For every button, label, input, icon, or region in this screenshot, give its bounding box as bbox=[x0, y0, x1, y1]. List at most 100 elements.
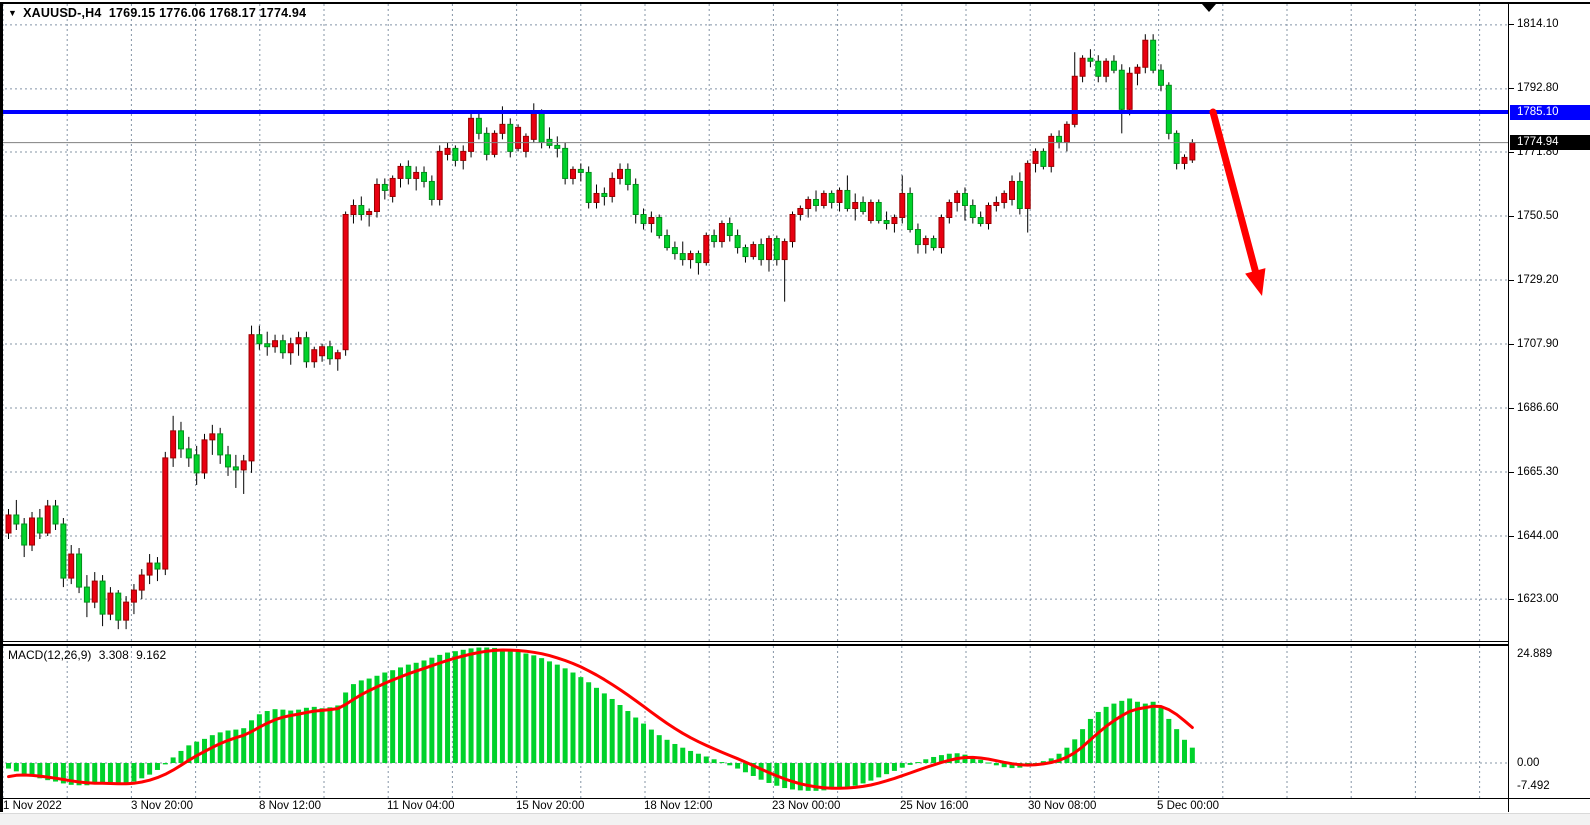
candlestick bbox=[107, 592, 114, 615]
panel-separator[interactable] bbox=[0, 641, 1508, 646]
candlestick bbox=[1009, 180, 1016, 200]
down-triangle-marker-icon[interactable] bbox=[1202, 4, 1216, 12]
candlestick bbox=[342, 213, 349, 351]
candlestick bbox=[115, 592, 122, 621]
candlestick bbox=[883, 220, 890, 225]
candlestick bbox=[530, 111, 537, 140]
macd-histogram-bar bbox=[303, 707, 309, 763]
macd-histogram-bar bbox=[1119, 700, 1125, 763]
macd-histogram-bar bbox=[672, 743, 678, 763]
price-axis-label: 1814.10 bbox=[1517, 18, 1559, 31]
macd-histogram-bar bbox=[1103, 706, 1109, 763]
macd-histogram-bar bbox=[594, 687, 599, 763]
resistance-price-badge: 1785.10 bbox=[1510, 104, 1590, 120]
candlestick bbox=[217, 433, 224, 456]
macd-histogram-bar bbox=[92, 763, 98, 785]
candlestick bbox=[162, 457, 169, 570]
macd-histogram-bar bbox=[45, 763, 51, 781]
trend-arrow-head[interactable] bbox=[1245, 268, 1266, 296]
candlestick bbox=[1165, 84, 1172, 134]
trend-arrow-shaft[interactable] bbox=[1209, 108, 1259, 275]
macd-histogram-bar bbox=[1127, 698, 1133, 763]
candlestick bbox=[99, 580, 106, 615]
candlestick bbox=[687, 253, 694, 261]
macd-histogram-bar bbox=[852, 763, 858, 786]
candlestick bbox=[1079, 57, 1086, 77]
macd-histogram-bar bbox=[280, 709, 286, 763]
macd-histogram-bar bbox=[860, 763, 866, 784]
candlestick bbox=[797, 207, 804, 215]
macd-histogram-bar bbox=[625, 711, 631, 763]
price-tick bbox=[1508, 471, 1514, 473]
candlestick bbox=[703, 235, 710, 264]
macd-histogram-bar bbox=[131, 763, 137, 782]
macd-histogram-bar bbox=[970, 756, 976, 763]
candlestick bbox=[632, 183, 639, 215]
candlestick bbox=[1001, 192, 1008, 203]
candlestick bbox=[201, 439, 208, 474]
macd-histogram-bar bbox=[452, 651, 458, 763]
price-chart-canvas[interactable] bbox=[0, 0, 1508, 641]
macd-histogram-bar bbox=[296, 709, 302, 763]
macd-histogram-bar bbox=[648, 729, 654, 763]
macd-histogram-bar bbox=[350, 684, 356, 763]
macd-histogram-bar bbox=[570, 672, 576, 763]
candlestick bbox=[828, 192, 835, 203]
candlestick bbox=[899, 192, 906, 219]
candlestick bbox=[914, 229, 921, 246]
window-top-border bbox=[0, 2, 1590, 4]
candlestick bbox=[76, 553, 83, 588]
macd-histogram-bar bbox=[758, 763, 764, 780]
symbol-marker-icon: ▼ bbox=[8, 8, 18, 18]
price-axis-label: 1792.80 bbox=[1517, 82, 1559, 95]
candlestick bbox=[1056, 135, 1063, 143]
chart-title: ▼ XAUUSD-,H4 1769.15 1776.06 1768.17 1774… bbox=[8, 6, 306, 20]
candlestick bbox=[13, 514, 20, 525]
price-tick bbox=[1508, 279, 1514, 281]
macd-histogram-bar bbox=[546, 661, 552, 763]
macd-histogram-bar bbox=[499, 648, 505, 763]
candlestick bbox=[820, 192, 827, 206]
price-tick bbox=[1508, 343, 1514, 345]
macd-histogram-bar bbox=[390, 670, 396, 763]
candlestick bbox=[711, 235, 718, 243]
macd-histogram-bar bbox=[335, 705, 341, 763]
macd-histogram-bar bbox=[931, 756, 937, 763]
candlestick bbox=[522, 135, 529, 152]
macd-histogram-bar bbox=[319, 708, 325, 763]
macd-histogram-bar bbox=[413, 662, 419, 763]
time-axis-label: 23 Nov 00:00 bbox=[772, 800, 841, 812]
candlestick bbox=[538, 111, 545, 143]
macd-histogram-bar bbox=[84, 763, 90, 786]
candlestick bbox=[389, 177, 396, 197]
candlestick bbox=[1173, 132, 1180, 164]
price-axis-label: 1665.30 bbox=[1517, 465, 1559, 478]
macd-histogram-bar bbox=[29, 763, 35, 777]
time-axis[interactable] bbox=[0, 798, 1590, 812]
macd-histogram-bar bbox=[233, 729, 239, 763]
time-axis-label: 8 Nov 12:00 bbox=[259, 800, 322, 812]
macd-histogram-bar bbox=[186, 745, 192, 763]
macd-histogram-bar bbox=[586, 682, 592, 763]
candlestick bbox=[421, 171, 428, 182]
candlestick bbox=[1110, 60, 1117, 71]
macd-histogram-bar bbox=[578, 677, 584, 763]
macd-histogram-bar bbox=[421, 660, 427, 763]
price-tick bbox=[1508, 407, 1514, 409]
macd-signal-value: 9.162 bbox=[136, 648, 167, 662]
candlestick bbox=[405, 165, 412, 179]
candlestick bbox=[154, 562, 161, 570]
candlestick bbox=[734, 235, 741, 249]
candlestick bbox=[695, 253, 702, 264]
macd-indicator-canvas[interactable] bbox=[0, 646, 1508, 798]
macd-histogram-bar bbox=[53, 763, 59, 782]
candlestick bbox=[750, 244, 757, 258]
candlestick bbox=[499, 123, 506, 134]
macd-histogram-bar bbox=[515, 651, 521, 763]
macd-histogram-bar bbox=[1111, 703, 1117, 763]
candlestick bbox=[844, 189, 851, 209]
macd-histogram-bar bbox=[358, 680, 364, 763]
macd-histogram-bar bbox=[476, 647, 482, 763]
candlestick bbox=[656, 217, 663, 237]
macd-histogram-bar bbox=[484, 647, 490, 763]
